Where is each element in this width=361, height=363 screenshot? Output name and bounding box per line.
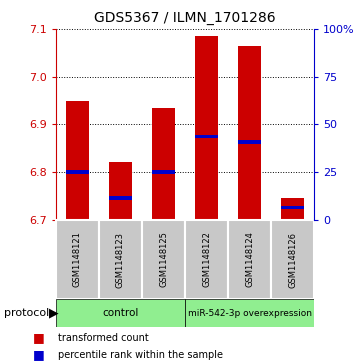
Bar [238, 46, 261, 220]
Title: GDS5367 / ILMN_1701286: GDS5367 / ILMN_1701286 [94, 11, 276, 25]
Bar [56, 299, 185, 327]
Text: miR-542-3p overexpression: miR-542-3p overexpression [188, 309, 312, 318]
Bar [109, 196, 132, 200]
Bar [66, 101, 89, 220]
Bar [281, 206, 304, 209]
Bar [281, 198, 304, 220]
Text: ▶: ▶ [49, 307, 58, 319]
Text: GSM1148125: GSM1148125 [159, 232, 168, 287]
Text: percentile rank within the sample: percentile rank within the sample [58, 350, 223, 360]
Text: GSM1148121: GSM1148121 [73, 232, 82, 287]
Bar [228, 220, 271, 299]
Bar [109, 162, 132, 220]
Bar [142, 220, 185, 299]
Text: GSM1148123: GSM1148123 [116, 232, 125, 287]
Text: ■: ■ [32, 331, 44, 344]
Bar [99, 220, 142, 299]
Text: protocol: protocol [4, 308, 49, 318]
Bar [195, 36, 218, 220]
Text: ■: ■ [32, 348, 44, 362]
Bar [66, 170, 89, 174]
Text: control: control [102, 308, 139, 318]
Bar [185, 299, 314, 327]
Bar [56, 220, 99, 299]
Text: GSM1148126: GSM1148126 [288, 232, 297, 287]
Bar [195, 135, 218, 138]
Text: GSM1148124: GSM1148124 [245, 232, 254, 287]
Bar [152, 170, 175, 174]
Bar [152, 108, 175, 220]
Bar [271, 220, 314, 299]
Bar [238, 140, 261, 144]
Text: GSM1148122: GSM1148122 [202, 232, 211, 287]
Text: transformed count: transformed count [58, 333, 148, 343]
Bar [185, 220, 228, 299]
